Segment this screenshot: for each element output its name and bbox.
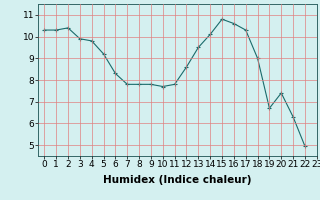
X-axis label: Humidex (Indice chaleur): Humidex (Indice chaleur) bbox=[103, 175, 252, 185]
